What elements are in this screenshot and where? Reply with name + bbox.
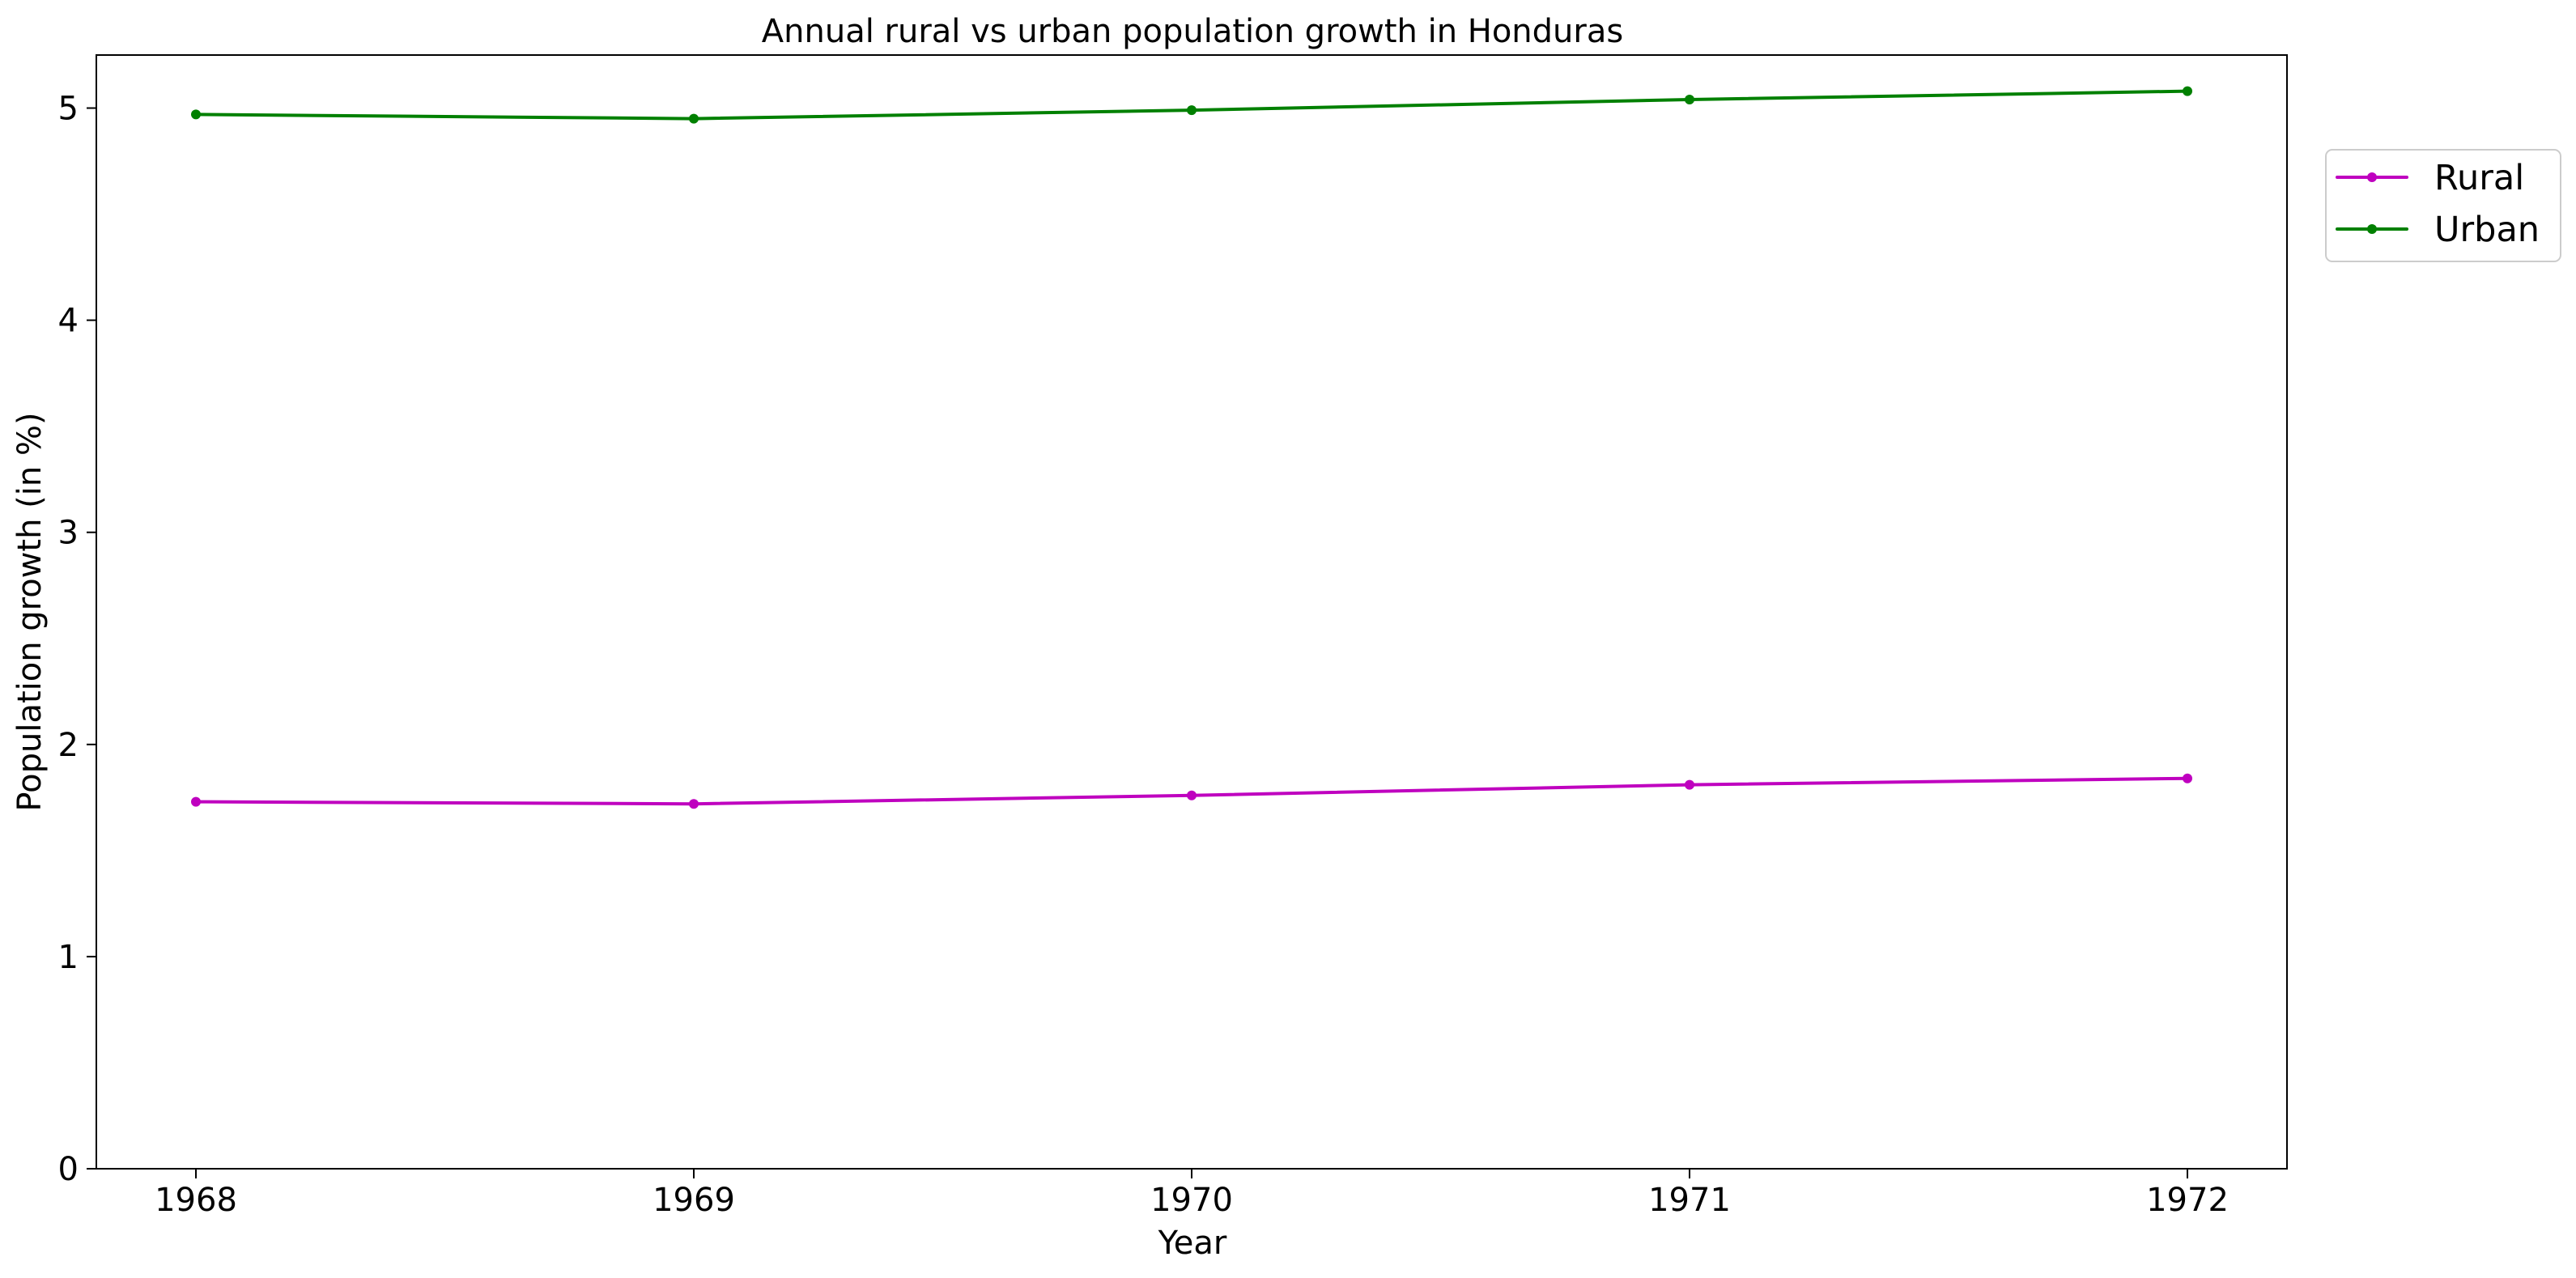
y-tick-label: 2 xyxy=(58,727,79,764)
legend-items: Rural Urban xyxy=(2336,158,2540,250)
x-tick-label: 1968 xyxy=(155,1182,237,1219)
x-tick-label: 1972 xyxy=(2146,1182,2229,1219)
data-point-rural xyxy=(689,799,699,809)
y-tick-label: 0 xyxy=(58,1151,79,1188)
y-tick-label: 5 xyxy=(58,91,79,128)
data-point-rural xyxy=(1187,790,1197,800)
data-point-rural xyxy=(191,796,201,807)
x-tick-label: 1969 xyxy=(653,1182,735,1219)
series-layer xyxy=(191,86,2192,809)
chart-title: Annual rural vs urban population growth … xyxy=(762,13,1623,50)
data-point-urban xyxy=(2183,86,2192,96)
legend-label-urban: Urban xyxy=(2434,210,2540,250)
data-point-urban xyxy=(689,113,699,124)
legend: Rural Urban xyxy=(2325,149,2561,262)
x-tick-label: 1970 xyxy=(1150,1182,1233,1219)
data-point-urban xyxy=(191,109,201,120)
y-tick-label: 4 xyxy=(58,303,79,340)
y-axis-label: Population growth (in %) xyxy=(11,412,49,811)
data-point-rural xyxy=(2183,773,2192,783)
y-axis-ticks: 0 1 2 3 4 5 xyxy=(58,91,96,1188)
legend-marker-rural xyxy=(2367,172,2377,182)
legend-marker-urban xyxy=(2367,224,2377,234)
legend-label-rural: Rural xyxy=(2434,158,2524,198)
data-point-rural xyxy=(1685,779,1694,790)
x-axis-ticks: 1968 1969 1970 1971 1972 xyxy=(155,1169,2229,1219)
data-point-urban xyxy=(1187,105,1197,116)
y-tick-label: 3 xyxy=(58,515,79,552)
x-axis-label: Year xyxy=(1158,1225,1227,1262)
x-tick-label: 1971 xyxy=(1648,1182,1731,1219)
y-tick-label: 1 xyxy=(58,939,79,976)
data-point-urban xyxy=(1685,95,1694,104)
